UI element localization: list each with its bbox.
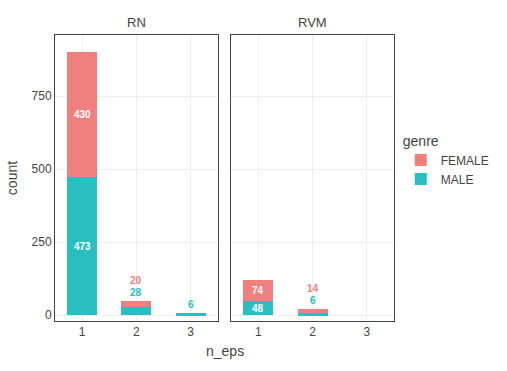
svg-text:RVM: RVM <box>298 15 327 30</box>
svg-text:48: 48 <box>252 303 264 314</box>
svg-text:28: 28 <box>130 287 142 298</box>
svg-text:250: 250 <box>32 235 52 249</box>
svg-text:20: 20 <box>130 275 142 286</box>
svg-text:473: 473 <box>74 241 91 252</box>
svg-text:6: 6 <box>310 295 316 306</box>
svg-text:3: 3 <box>187 325 194 339</box>
svg-text:3: 3 <box>364 325 371 339</box>
svg-text:FEMALE: FEMALE <box>441 154 489 168</box>
svg-text:2: 2 <box>133 325 140 339</box>
svg-text:14: 14 <box>307 283 319 294</box>
svg-text:RN: RN <box>127 15 146 30</box>
svg-text:6: 6 <box>188 299 194 310</box>
svg-text:count: count <box>4 161 20 195</box>
svg-text:500: 500 <box>32 162 52 176</box>
svg-text:MALE: MALE <box>441 173 474 187</box>
svg-text:430: 430 <box>74 109 91 120</box>
svg-text:2: 2 <box>309 325 316 339</box>
svg-text:0: 0 <box>45 308 52 322</box>
svg-text:n_eps: n_eps <box>206 343 244 359</box>
svg-text:genre: genre <box>403 133 439 149</box>
svg-text:1: 1 <box>255 325 262 339</box>
svg-text:1: 1 <box>79 325 86 339</box>
svg-text:74: 74 <box>252 285 264 296</box>
svg-text:750: 750 <box>32 89 52 103</box>
